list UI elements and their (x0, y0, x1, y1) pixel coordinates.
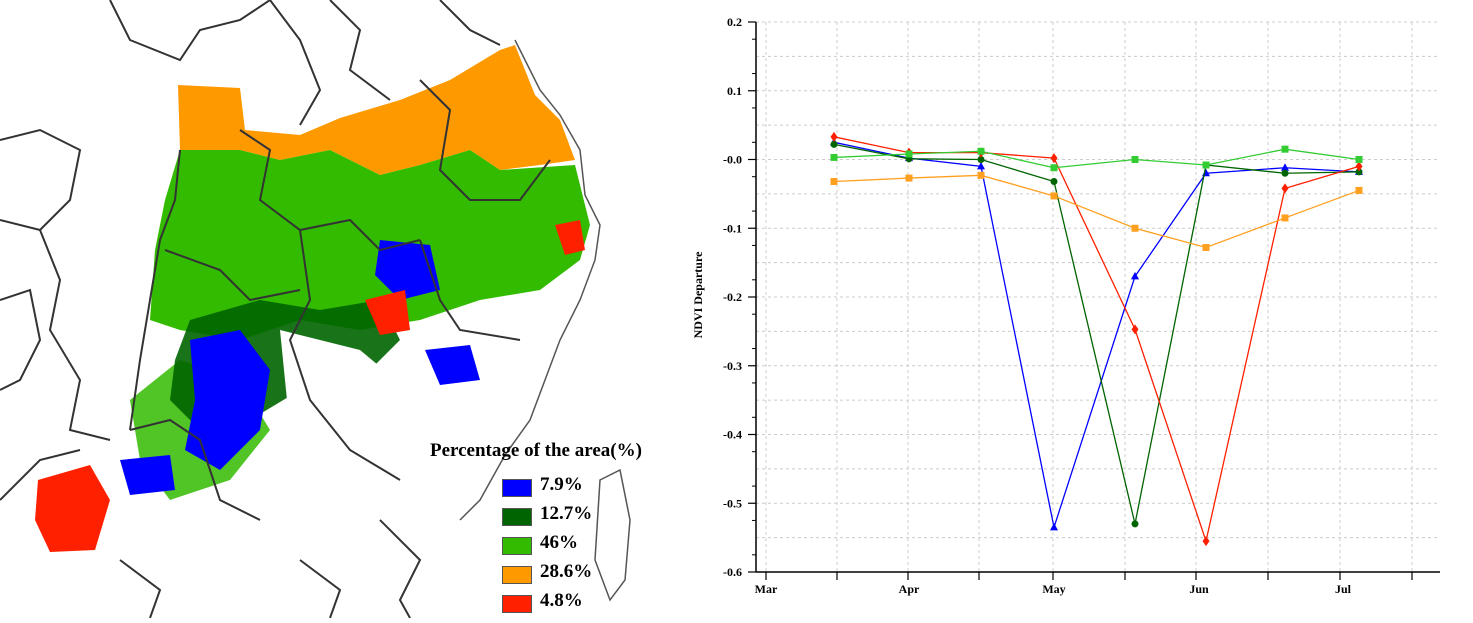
data-point (1131, 156, 1139, 163)
legend-label: 12.7% (540, 503, 593, 524)
series-line (833, 174, 1360, 249)
data-point (1355, 161, 1363, 172)
axes: 0.2 0.1 -0.0 -0.1 -0.2 -0.3 -0.4 -0.5 -0.6 Mar Apr… (723, 15, 1440, 596)
red-patch-2 (365, 290, 410, 335)
data-point (977, 171, 985, 179)
y-tick-label: 0.2 (727, 15, 742, 29)
blue-patch-3 (120, 455, 175, 495)
y-tick-label: -0.5 (723, 496, 742, 510)
y-tick-label: 0.1 (727, 84, 742, 98)
province-borders (0, 0, 551, 618)
data-point (977, 147, 985, 155)
data-point (1281, 169, 1289, 177)
legend-swatch (502, 595, 532, 613)
series-line (833, 143, 1360, 525)
legend-swatch (502, 479, 532, 497)
ndvi-departure-chart: 0.2 0.1 -0.0 -0.1 -0.2 -0.3 -0.4 -0.5 -0.6 Mar Apr… (691, 15, 1440, 596)
white-gap (280, 330, 420, 480)
data-point (1202, 536, 1210, 547)
data-point (830, 178, 838, 185)
data-point (1281, 183, 1289, 194)
data-point (977, 156, 985, 163)
data-point (977, 161, 985, 170)
y-tick-label: -0.6 (723, 565, 742, 579)
orange-region (178, 45, 575, 175)
y-axis-label: NDVI Departure (691, 251, 705, 338)
data-point (1281, 145, 1289, 153)
region-map (0, 0, 631, 618)
series-line (833, 141, 1360, 530)
x-tick-label: Mar (755, 582, 778, 596)
data-point (1050, 153, 1058, 164)
data-point (830, 153, 838, 161)
data-point (1281, 163, 1289, 171)
data-point (1050, 522, 1058, 531)
legend-swatch (502, 566, 532, 584)
data-point (1050, 178, 1058, 185)
blue-patch-2 (375, 240, 440, 300)
series-line (833, 136, 1360, 544)
data-point (1355, 186, 1363, 194)
data-point (905, 174, 913, 182)
legend-label: 7.9% (540, 474, 583, 495)
series-layer (830, 131, 1363, 547)
y-tick-label: -0.2 (723, 290, 742, 304)
data-point (1131, 271, 1139, 280)
x-tick-label: Jun (1189, 582, 1209, 596)
ndvi-chart-panel: 0.2 0.1 -0.0 -0.1 -0.2 -0.3 -0.4 -0.5 -0.6 Mar Apr… (680, 0, 1473, 618)
data-point (1202, 161, 1210, 169)
x-tick-label: May (1042, 582, 1065, 596)
legend-swatch (502, 537, 532, 555)
series-line (833, 148, 1360, 169)
data-point (1131, 224, 1139, 232)
data-point (1050, 164, 1058, 172)
data-point (1355, 168, 1363, 176)
data-point (1202, 244, 1210, 251)
x-tick-label: Jul (1335, 582, 1352, 596)
legend-title: Percentage of the area(%) (430, 440, 642, 461)
data-point (830, 131, 838, 142)
y-tick-label: -0.0 (723, 153, 742, 167)
data-point (1281, 214, 1289, 222)
red-patch-1 (35, 465, 110, 552)
data-point (905, 150, 913, 158)
y-tick-label: -0.3 (723, 359, 742, 373)
white-gap-2 (450, 400, 530, 470)
grid (756, 21, 1440, 573)
data-point (830, 140, 838, 148)
legend-label: 4.8% (540, 590, 583, 611)
legend-label: 28.6% (540, 561, 593, 582)
data-point (1050, 192, 1058, 200)
legend-label: 46% (540, 532, 578, 553)
data-point (1131, 324, 1139, 335)
data-point (1355, 156, 1363, 163)
y-tick-label: -0.4 (723, 428, 742, 442)
x-tick-label: Apr (899, 582, 920, 596)
blue-patch-4 (425, 345, 480, 385)
y-tick-label: -0.1 (723, 221, 742, 235)
data-point (1131, 520, 1139, 528)
coastline (459, 39, 631, 602)
legend-swatch (502, 508, 532, 526)
red-patch-3 (555, 220, 585, 255)
drought-map-panel: Percentage of the area(%) 7.9% 12.7% 46%… (0, 0, 680, 618)
blue-patch-1 (185, 330, 270, 470)
